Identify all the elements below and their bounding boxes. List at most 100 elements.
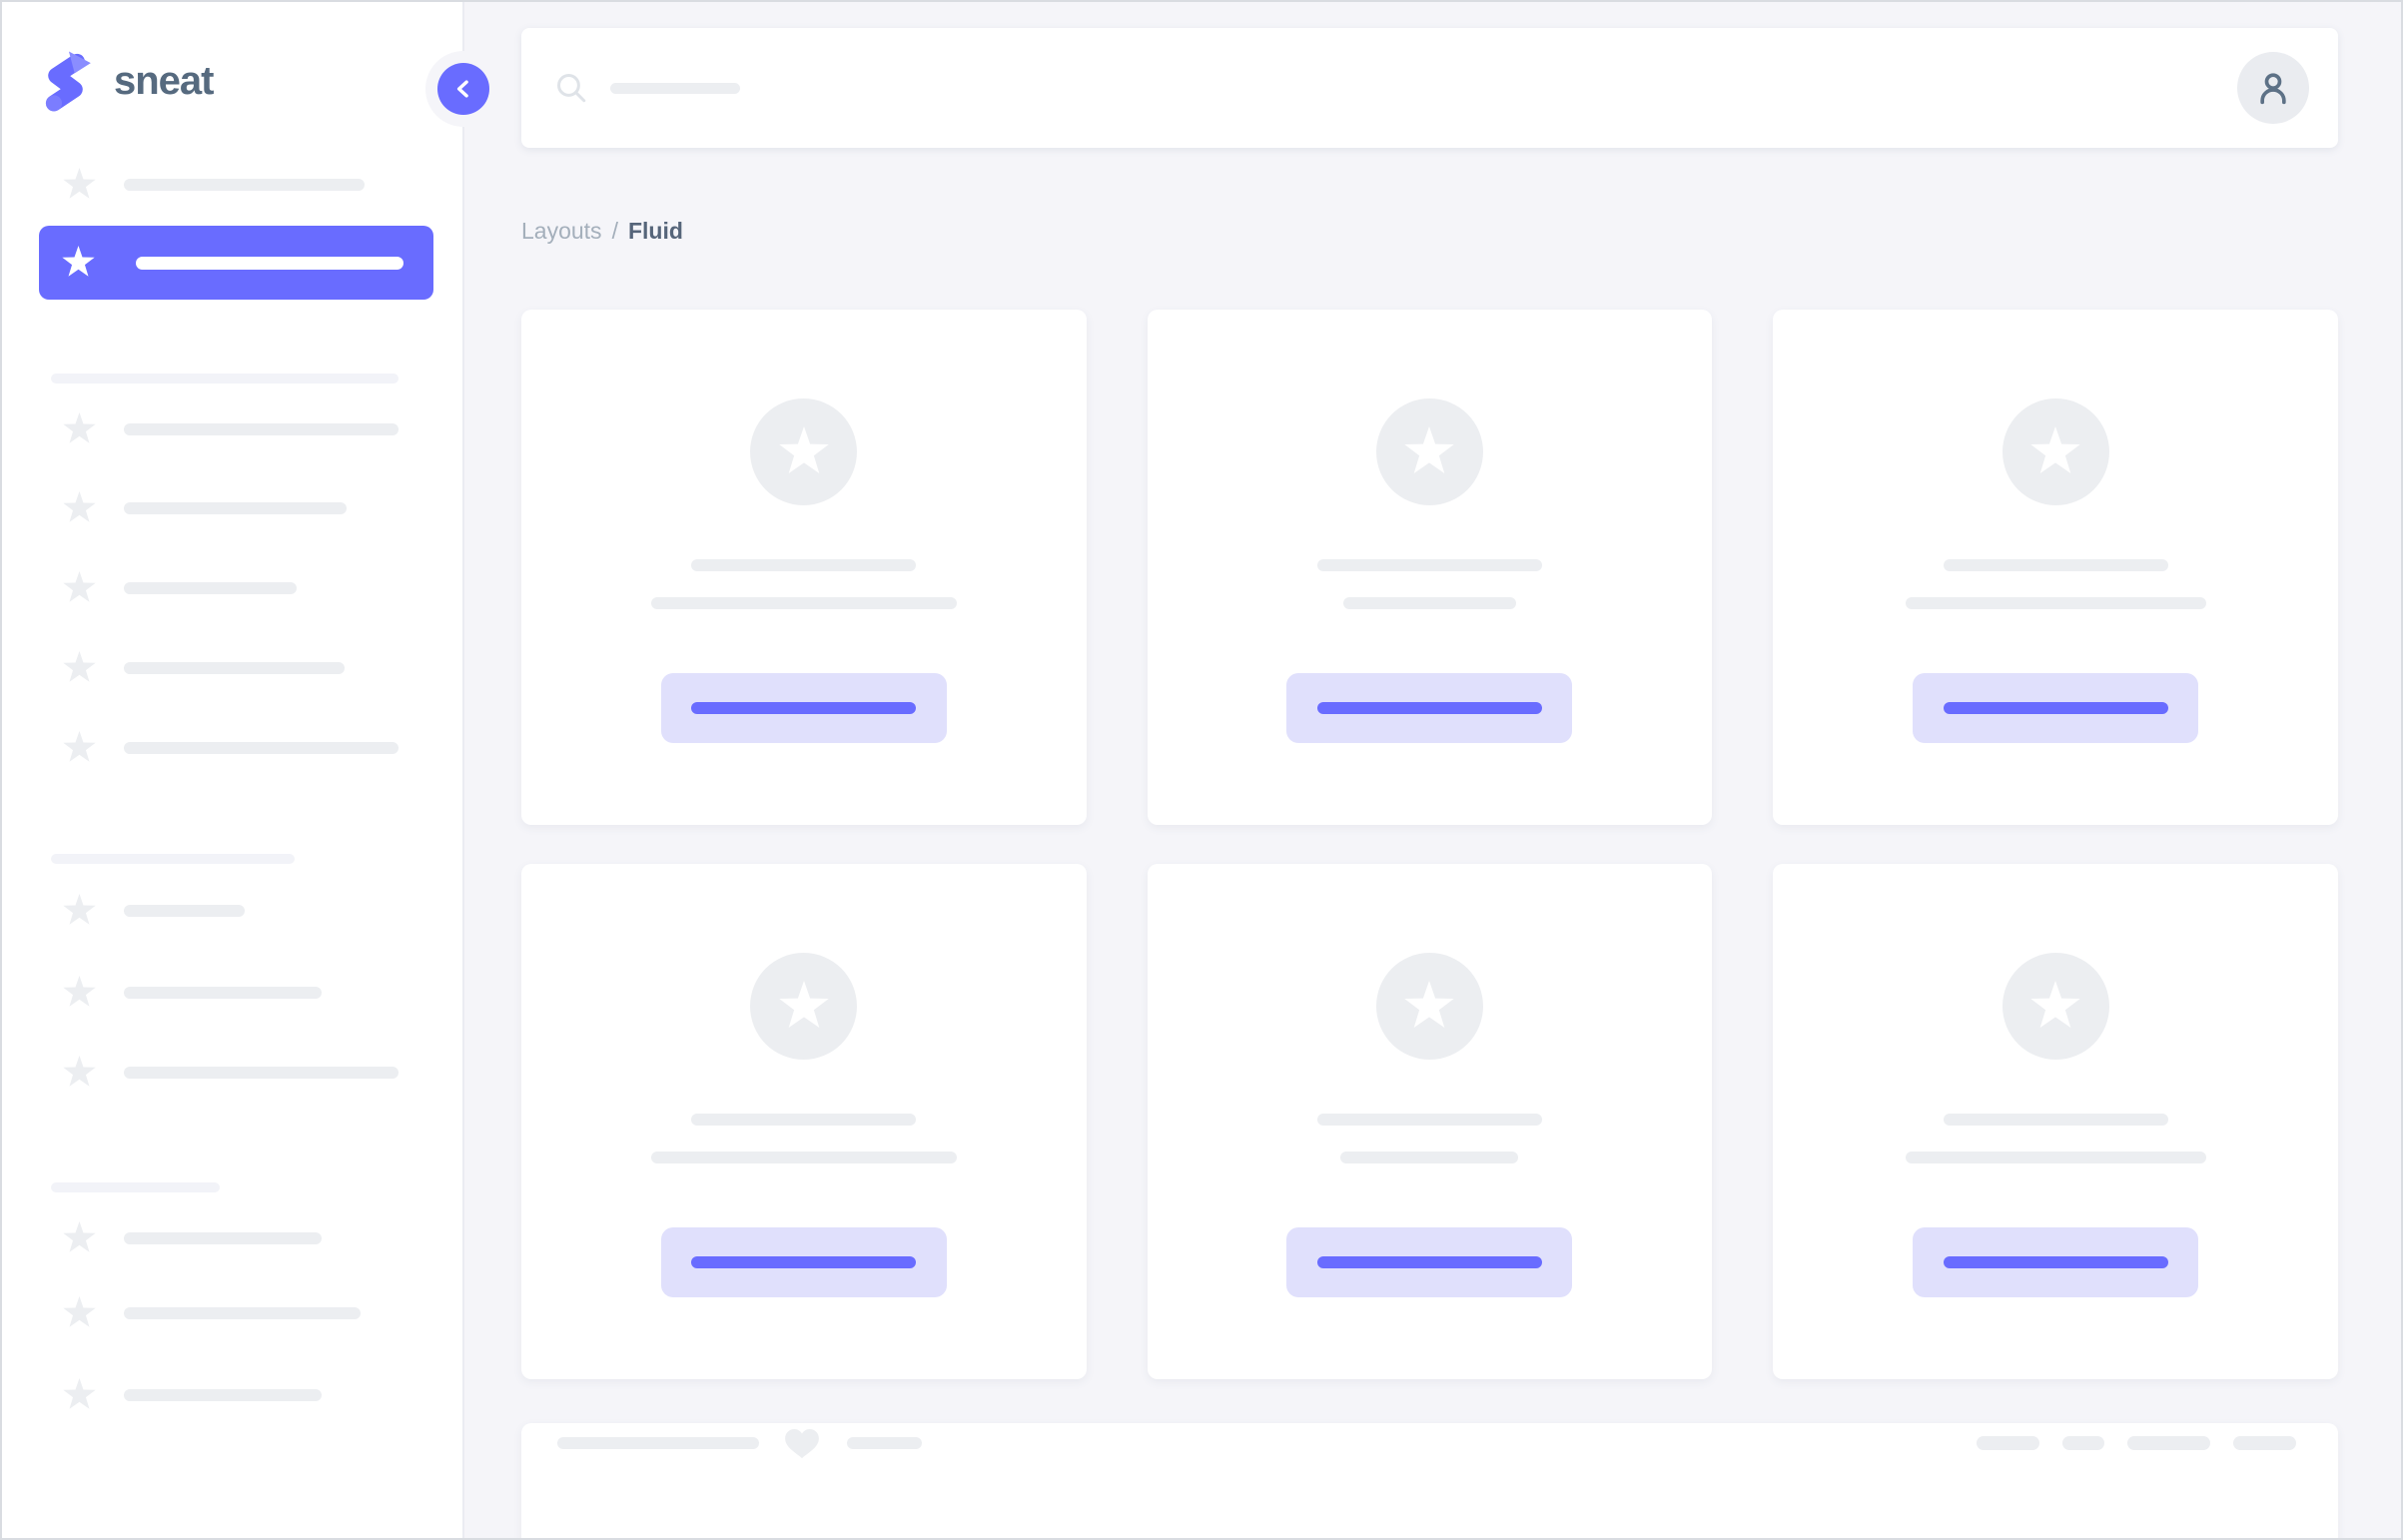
- card-subtitle-skeleton: [1905, 597, 2206, 609]
- card-subtitle-skeleton: [650, 597, 957, 609]
- search-input[interactable]: [610, 82, 740, 94]
- star-icon: [2027, 981, 2083, 1033]
- star-icon: [61, 571, 98, 605]
- sidebar-item[interactable]: [2, 894, 462, 928]
- action-skeleton: [1977, 1436, 2039, 1450]
- wide-placeholder-card: [521, 1423, 2338, 1538]
- card-button-skeleton[interactable]: [1913, 673, 2199, 743]
- card-title-skeleton: [691, 559, 917, 571]
- sidebar-item-active[interactable]: [39, 226, 433, 300]
- star-icon: [61, 168, 98, 202]
- sidebar-item-label-skeleton: [124, 1067, 399, 1079]
- card-subtitle-skeleton: [1340, 1152, 1519, 1163]
- star-icon: [1401, 981, 1457, 1033]
- card-title-skeleton: [1943, 1114, 2168, 1126]
- card-title-skeleton: [1943, 559, 2168, 571]
- card-title-skeleton: [691, 1114, 917, 1126]
- sidebar-section-heading-skeleton: [51, 374, 399, 384]
- sneat-logo-icon: [39, 50, 92, 113]
- card-button-label-skeleton: [1316, 1256, 1542, 1268]
- breadcrumb-separator: /: [611, 218, 618, 244]
- card-title-skeleton: [1316, 1114, 1542, 1126]
- placeholder-card: [1773, 310, 2338, 825]
- star-badge: [2002, 953, 2109, 1060]
- star-icon: [61, 1056, 98, 1090]
- placeholder-card: [521, 864, 1087, 1379]
- chevron-left-icon: [448, 74, 478, 104]
- star-badge: [750, 398, 858, 505]
- sidebar-active-label-skeleton: [136, 257, 403, 270]
- star-icon: [61, 412, 98, 446]
- card-button-label-skeleton: [1943, 1256, 2168, 1268]
- card-button-label-skeleton: [691, 702, 917, 714]
- card-subtitle-skeleton: [1342, 597, 1516, 609]
- sidebar-item[interactable]: [2, 412, 462, 446]
- placeholder-card: [1147, 864, 1713, 1379]
- star-icon: [776, 426, 832, 478]
- sidebar-collapse-button[interactable]: [437, 63, 489, 115]
- sidebar-section-heading-skeleton: [51, 1182, 220, 1192]
- sidebar-item-label-skeleton: [124, 905, 245, 917]
- sidebar-item[interactable]: [2, 1378, 462, 1412]
- card-button-skeleton[interactable]: [660, 673, 947, 743]
- card-title-skeleton: [1316, 559, 1542, 571]
- sidebar-item[interactable]: [2, 731, 462, 765]
- sidebar-item-label-skeleton: [124, 1389, 322, 1401]
- star-icon: [61, 894, 98, 928]
- star-badge: [1375, 953, 1483, 1060]
- breadcrumb-current-page: Fluid: [627, 218, 683, 244]
- star-icon: [60, 246, 97, 280]
- star-badge: [1375, 398, 1483, 505]
- user-icon: [2253, 68, 2293, 108]
- wide-card-header-row: [557, 1423, 2296, 1463]
- card-button-label-skeleton: [1316, 702, 1542, 714]
- sidebar-item[interactable]: [2, 491, 462, 525]
- sidebar-item[interactable]: [2, 1296, 462, 1330]
- user-avatar-button[interactable]: [2237, 52, 2309, 124]
- breadcrumb: Layouts / Fluid: [521, 216, 2338, 246]
- sidebar-item-label-skeleton: [124, 1232, 322, 1244]
- star-badge: [750, 953, 858, 1060]
- card-button-label-skeleton: [691, 1256, 917, 1268]
- card-button-skeleton[interactable]: [1286, 673, 1573, 743]
- sidebar-item-label-skeleton: [124, 582, 297, 594]
- sidebar-item-label-skeleton: [124, 742, 399, 754]
- sidebar-item[interactable]: [2, 1221, 462, 1255]
- card-button-skeleton[interactable]: [1913, 1227, 2199, 1297]
- sidebar-item[interactable]: [2, 651, 462, 685]
- star-icon: [776, 981, 832, 1033]
- card-grid: [521, 310, 2338, 1379]
- breadcrumb-link-layouts[interactable]: Layouts: [521, 218, 602, 244]
- star-icon: [1401, 426, 1457, 478]
- action-skeleton: [2062, 1436, 2104, 1450]
- action-skeleton: [2233, 1436, 2296, 1450]
- card-button-label-skeleton: [1943, 702, 2168, 714]
- sidebar-item[interactable]: [2, 571, 462, 605]
- sidebar-toggle-ring: [425, 51, 501, 127]
- sidebar-item-label-skeleton: [124, 423, 399, 435]
- sidebar-item[interactable]: [2, 976, 462, 1010]
- star-icon: [61, 1296, 98, 1330]
- card-subtitle-skeleton: [1905, 1152, 2206, 1163]
- sidebar-item[interactable]: [2, 168, 462, 202]
- star-icon: [61, 651, 98, 685]
- sidebar-item-label-skeleton: [124, 987, 322, 999]
- wide-card-subtitle-skeleton: [847, 1437, 922, 1449]
- star-icon: [61, 491, 98, 525]
- main-content: Layouts / Fluid: [464, 2, 2401, 1538]
- heart-icon: [782, 1425, 822, 1461]
- brand[interactable]: sneat: [39, 50, 214, 113]
- card-button-skeleton[interactable]: [660, 1227, 947, 1297]
- action-skeleton: [2127, 1436, 2210, 1450]
- sidebar: sneat: [2, 2, 501, 1538]
- search-icon: [554, 71, 588, 105]
- star-icon: [61, 1221, 98, 1255]
- star-icon: [61, 1378, 98, 1412]
- card-button-skeleton[interactable]: [1286, 1227, 1573, 1297]
- sidebar-item-label-skeleton: [124, 179, 365, 191]
- star-icon: [61, 731, 98, 765]
- sidebar-item[interactable]: [2, 1056, 462, 1090]
- sidebar-item-label-skeleton: [124, 662, 345, 674]
- placeholder-card: [1773, 864, 2338, 1379]
